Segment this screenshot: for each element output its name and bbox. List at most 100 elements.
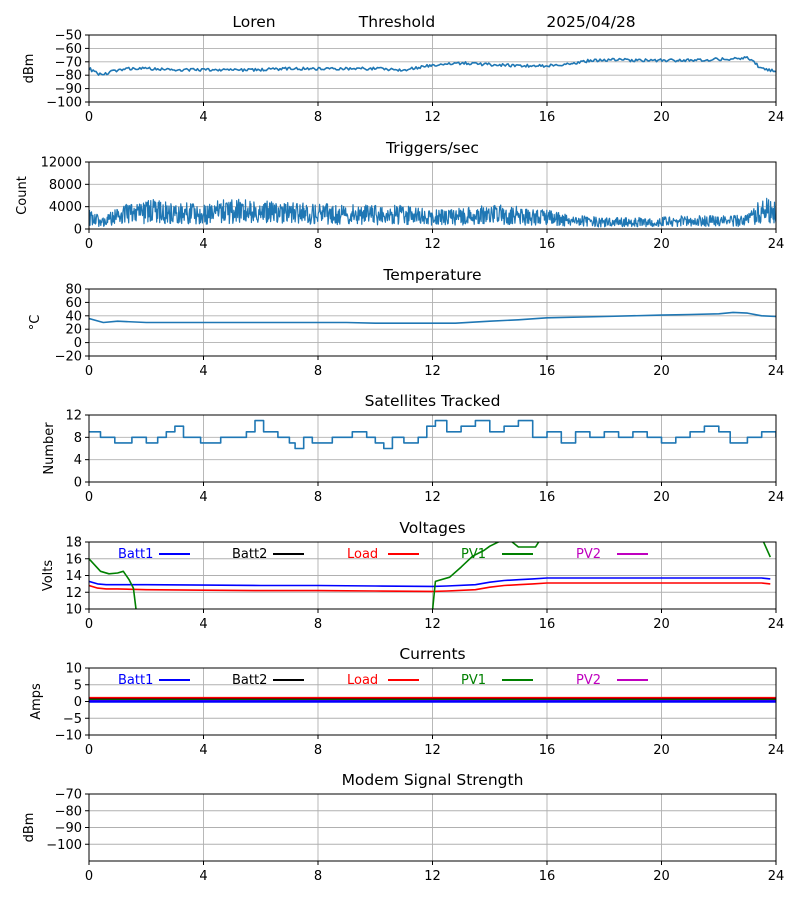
x-tick-label: 8 (314, 617, 322, 632)
chart-panel-2: 0 4 8 12 16 20 24 0 4000 8000 12000 Triggers/sec Cou… (15, 139, 784, 252)
y-tick-label: −20 (55, 350, 82, 365)
x-tick-label: 12 (424, 364, 441, 379)
legend-label-pv2: PV2 (576, 547, 601, 562)
y-tick-label: 0 (74, 476, 82, 491)
legend-label-pv1: PV1 (461, 547, 486, 562)
x-tick-label: 4 (199, 490, 207, 505)
x-tick-label: 20 (653, 364, 670, 379)
station-name: Loren (232, 13, 275, 31)
legend-label-pv1: PV1 (461, 673, 486, 688)
panel-title: Currents (399, 645, 465, 663)
chart-panel-1: 0 4 8 12 16 20 24 −50−60−70−80−90−100 dBm (22, 29, 784, 126)
panel-title: Voltages (399, 519, 465, 537)
x-tick-label: 12 (424, 617, 441, 632)
legend-label-load: Load (347, 673, 378, 688)
y-tick-label: 40 (65, 309, 82, 324)
x-tick-label: 12 (424, 869, 441, 884)
x-tick-label: 24 (768, 110, 785, 125)
x-tick-label: 4 (199, 110, 207, 125)
y-tick-label: 16 (65, 552, 82, 567)
x-tick-label: 24 (768, 617, 785, 632)
series-line-0 (89, 419, 776, 450)
x-tick-label: 12 (424, 490, 441, 505)
series-group (89, 696, 776, 703)
y-axis-label: Number (42, 422, 57, 475)
x-tick-label: 0 (85, 237, 93, 252)
y-axis-label: Count (15, 176, 30, 215)
x-tick-label: 0 (85, 617, 93, 632)
y-tick-label: −70 (55, 788, 82, 803)
x-tick-label: 16 (539, 110, 556, 125)
x-tick-label: 8 (314, 490, 322, 505)
x-tick-label: 4 (199, 364, 207, 379)
x-tick-label: 8 (314, 743, 322, 758)
x-tick-label: 20 (653, 743, 670, 758)
y-tick-label: −100 (46, 96, 82, 111)
y-tick-label: 80 (65, 283, 82, 298)
y-tick-label: 0 (74, 336, 82, 351)
legend-label-batt2: Batt2 (232, 673, 267, 688)
x-tick-label: 12 (424, 237, 441, 252)
x-tick-label: 24 (768, 237, 785, 252)
legend-label-batt2: Batt2 (232, 547, 267, 562)
y-tick-label: −100 (46, 838, 82, 853)
x-tick-label: 8 (314, 237, 322, 252)
chart-subtitle: Threshold (358, 13, 435, 31)
y-tick-label: 14 (65, 569, 82, 584)
x-tick-label: 20 (653, 110, 670, 125)
series-group (89, 56, 776, 76)
x-tick-label: 0 (85, 110, 93, 125)
x-tick-label: 24 (768, 869, 785, 884)
legend-label-pv2: PV2 (576, 673, 601, 688)
x-tick-label: 4 (199, 869, 207, 884)
x-tick-label: 20 (653, 237, 670, 252)
y-tick-label: 4 (74, 453, 82, 468)
y-tick-label: 18 (65, 536, 82, 551)
x-tick-label: 20 (653, 617, 670, 632)
series-group (89, 419, 776, 450)
series-line-pv1 (89, 542, 772, 609)
x-tick-label: 8 (314, 364, 322, 379)
x-tick-label: 16 (539, 364, 556, 379)
legend-label-batt1: Batt1 (118, 673, 153, 688)
series-line-0 (89, 311, 776, 324)
y-tick-label: −90 (55, 82, 82, 97)
x-tick-label: 4 (199, 743, 207, 758)
report-date: 2025/04/28 (546, 13, 635, 31)
x-tick-label: 0 (85, 364, 93, 379)
y-tick-label: 10 (65, 662, 82, 677)
y-axis-label: Amps (29, 683, 44, 720)
y-axis-label: °C (28, 315, 43, 331)
x-tick-label: 12 (424, 743, 441, 758)
y-tick-label: 8000 (49, 178, 82, 193)
series-group (89, 311, 776, 324)
x-tick-label: 0 (85, 743, 93, 758)
y-tick-label: −60 (55, 42, 82, 57)
x-tick-label: 16 (539, 617, 556, 632)
x-tick-label: 8 (314, 110, 322, 125)
y-tick-label: 20 (65, 323, 82, 338)
x-tick-label: 24 (768, 364, 785, 379)
x-tick-label: 16 (539, 237, 556, 252)
x-tick-label: 20 (653, 490, 670, 505)
y-tick-label: 10 (65, 603, 82, 618)
y-tick-label: 0 (74, 695, 82, 710)
series-line-0 (89, 197, 776, 228)
y-tick-label: 12 (65, 586, 82, 601)
y-tick-label: −5 (63, 712, 82, 727)
y-tick-label: 60 (65, 296, 82, 311)
y-tick-label: 12 (65, 409, 82, 424)
x-tick-label: 16 (539, 743, 556, 758)
y-tick-label: 12000 (41, 156, 82, 171)
y-axis-label: Volts (41, 560, 56, 592)
x-tick-label: 20 (653, 869, 670, 884)
series-line-0 (89, 56, 776, 76)
series-line-load (89, 582, 771, 593)
chart-panel-6: Batt1 Batt2 Load PV1 PV2 0 4 8 12 16 20 24 −10 −5 0 510… (29, 645, 784, 758)
y-tick-label: −80 (55, 804, 82, 819)
x-tick-label: 16 (539, 490, 556, 505)
